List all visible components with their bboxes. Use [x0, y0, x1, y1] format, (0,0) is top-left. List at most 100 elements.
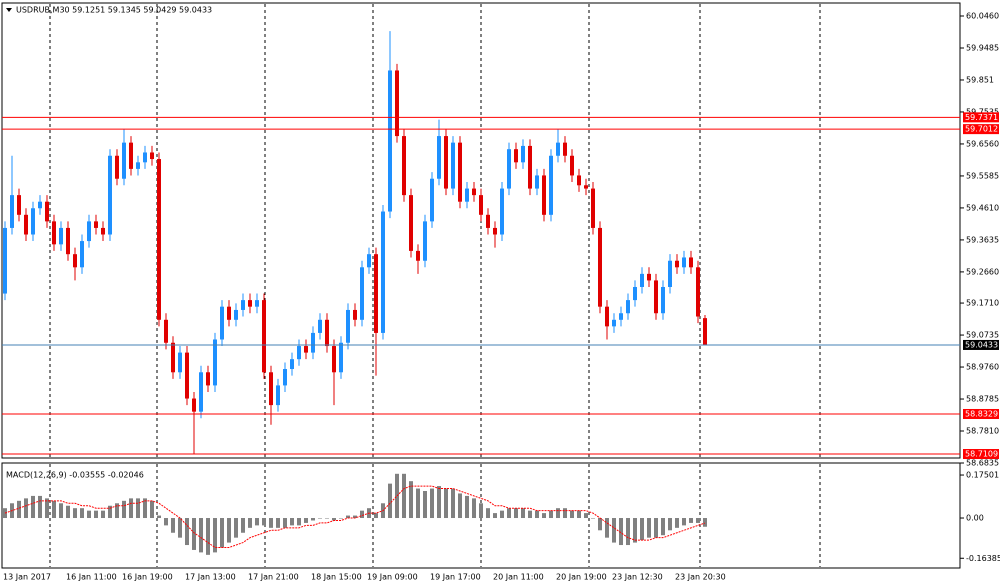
macd-bar — [38, 495, 42, 519]
macd-bar — [31, 495, 35, 519]
candle-body — [388, 70, 392, 212]
candle-body — [45, 201, 49, 222]
macd-bar — [332, 518, 336, 521]
candle-body — [654, 280, 658, 314]
macd-bar — [577, 510, 581, 519]
macd-bar — [528, 510, 532, 519]
candle-body — [192, 398, 196, 412]
macd-bar — [346, 515, 350, 519]
macd-bar — [339, 518, 343, 519]
macd-bar — [647, 518, 651, 538]
macd-bar — [52, 500, 56, 519]
macd-bar — [80, 508, 84, 519]
candle-body — [360, 267, 364, 320]
macd-bar — [304, 518, 308, 523]
candle-body — [283, 369, 287, 386]
chart-title: USDRUB,M30 59.1251 59.1345 59.0429 59.04… — [16, 6, 212, 15]
macd-bar — [276, 518, 280, 528]
y-tick-label: 59.851 — [966, 75, 994, 84]
candle-body — [374, 254, 378, 333]
macd-bar — [73, 508, 77, 519]
macd-bar — [45, 498, 49, 519]
macd-bar — [451, 488, 455, 519]
macd-bar — [689, 518, 693, 523]
candle-body — [486, 214, 490, 228]
x-tick-label: 13 Jan 2017 — [3, 573, 51, 582]
macd-bar — [213, 518, 217, 553]
candle-body — [689, 257, 693, 268]
candle-body — [703, 318, 707, 345]
macd-bar — [171, 518, 175, 533]
macd-bar — [430, 488, 434, 519]
x-tick-label: 20 Jan 11:00 — [493, 573, 544, 582]
candle-body — [164, 319, 168, 343]
candle-body — [73, 254, 77, 268]
y-tick-label: 59.7535 — [966, 107, 999, 116]
x-tick-label: 17 Jan 13:00 — [185, 573, 236, 582]
macd-bar — [591, 518, 595, 519]
level-label: 58.8329 — [965, 409, 998, 418]
level-label: 59.7371 — [965, 113, 998, 122]
candle-body — [577, 175, 581, 186]
candle-body — [416, 250, 420, 261]
macd-bar — [640, 518, 644, 541]
candle-body — [472, 188, 476, 196]
candle-body — [556, 142, 560, 156]
candle-body — [304, 346, 308, 353]
candle-body — [325, 319, 329, 347]
macd-bar — [598, 518, 602, 531]
candle-body — [311, 332, 315, 353]
macd-bar — [227, 518, 231, 543]
candle-body — [248, 300, 252, 307]
macd-bar — [234, 518, 238, 538]
macd-bar — [311, 518, 315, 521]
macd-bar — [500, 510, 504, 519]
candle-body — [570, 155, 574, 176]
y-tick-label: 59.6560 — [966, 139, 999, 148]
candle-body — [94, 221, 98, 228]
candle-body — [332, 346, 336, 373]
menu-arrow[interactable] — [6, 8, 12, 12]
macd-bar — [423, 491, 427, 519]
candle-body — [17, 195, 21, 215]
candle-body — [626, 300, 630, 314]
y-tick-label: 58.7810 — [966, 427, 999, 436]
y-tick-label: 59.2660 — [966, 267, 999, 276]
macd-bar — [157, 515, 161, 519]
x-tick-label: 16 Jan 19:00 — [122, 573, 173, 582]
y-tick-label: 60.0460 — [966, 12, 999, 21]
candle-body — [395, 70, 399, 137]
macd-bar — [220, 518, 224, 548]
macd-bar — [164, 518, 168, 526]
macd-bar — [115, 503, 119, 519]
x-tick-label: 18 Jan 15:00 — [311, 573, 362, 582]
macd-bar — [654, 518, 658, 538]
candle-body — [220, 306, 224, 340]
y-tick-label: 59.3635 — [966, 235, 999, 244]
macd-bar — [563, 508, 567, 519]
macd-y-tick-label: -0.16385 — [966, 554, 1000, 563]
macd-bar — [395, 473, 399, 519]
macd-bar — [248, 518, 252, 528]
candle-body — [59, 227, 63, 245]
level-label-box — [963, 124, 999, 135]
macd-bar — [269, 518, 273, 528]
macd-bar — [675, 518, 679, 528]
candle-body — [598, 227, 602, 307]
macd-bar — [682, 518, 686, 526]
macd-bar — [542, 513, 546, 519]
macd-bar — [185, 518, 189, 546]
candle-body — [605, 306, 609, 327]
candle-body — [157, 159, 161, 320]
macd-bar — [521, 508, 525, 519]
candle-body — [115, 155, 119, 179]
macd-bar — [696, 518, 700, 523]
macd-bar — [325, 518, 329, 519]
candle-body — [290, 359, 294, 370]
macd-bar — [143, 498, 147, 519]
signal-line — [4, 485, 706, 548]
candle-body — [430, 178, 434, 222]
macd-bar — [108, 505, 112, 519]
y-tick-label: 58.6835 — [966, 459, 999, 468]
x-tick-label: 20 Jan 19:00 — [556, 573, 607, 582]
